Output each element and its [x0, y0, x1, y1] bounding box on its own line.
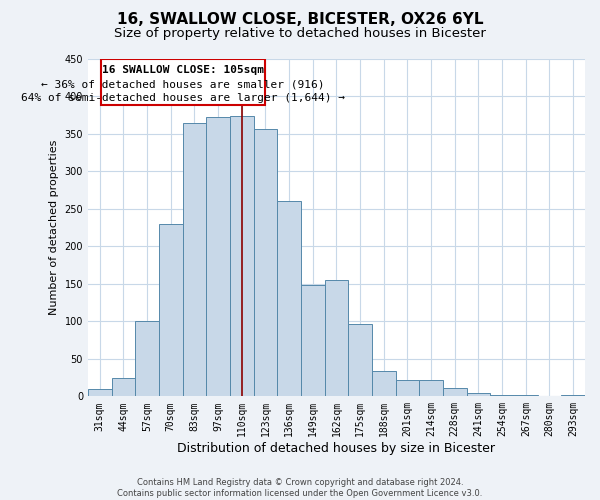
Bar [206, 118, 230, 396]
Bar [88, 389, 112, 396]
Text: Contains HM Land Registry data © Crown copyright and database right 2024.
Contai: Contains HM Land Registry data © Crown c… [118, 478, 482, 498]
Text: Size of property relative to detached houses in Bicester: Size of property relative to detached ho… [114, 28, 486, 40]
FancyBboxPatch shape [101, 59, 265, 106]
Bar [301, 286, 325, 397]
Bar [443, 388, 467, 396]
Bar [467, 394, 490, 396]
X-axis label: Distribution of detached houses by size in Bicester: Distribution of detached houses by size … [178, 442, 496, 455]
Text: 64% of semi-detached houses are larger (1,644) →: 64% of semi-detached houses are larger (… [21, 94, 345, 104]
Bar [514, 395, 538, 396]
Bar [254, 128, 277, 396]
Text: 16, SWALLOW CLOSE, BICESTER, OX26 6YL: 16, SWALLOW CLOSE, BICESTER, OX26 6YL [117, 12, 483, 28]
Bar [112, 378, 135, 396]
Bar [562, 395, 585, 396]
Bar [348, 324, 372, 396]
Bar [419, 380, 443, 396]
Bar [230, 116, 254, 396]
Bar [395, 380, 419, 396]
Text: ← 36% of detached houses are smaller (916): ← 36% of detached houses are smaller (91… [41, 79, 325, 89]
Bar [325, 280, 348, 396]
Bar [135, 322, 159, 396]
Bar [159, 224, 182, 396]
Bar [490, 395, 514, 396]
Bar [182, 122, 206, 396]
Y-axis label: Number of detached properties: Number of detached properties [49, 140, 59, 316]
Bar [372, 371, 395, 396]
Text: 16 SWALLOW CLOSE: 105sqm: 16 SWALLOW CLOSE: 105sqm [102, 65, 264, 75]
Bar [277, 202, 301, 396]
